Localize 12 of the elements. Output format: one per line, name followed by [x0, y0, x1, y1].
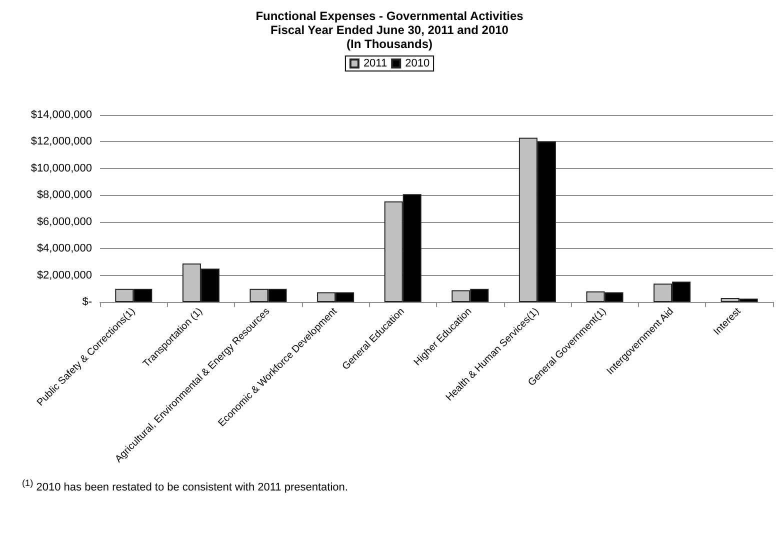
chart-title: Functional Expenses - Governmental Activities Fiscal Year Ended June 30, 2011 and 2010 (In Thousands) — [256, 9, 524, 51]
y-tick-label: $4,000,000 — [36, 242, 92, 255]
legend-label: 2011 — [363, 58, 388, 70]
y-tick-label: $12,000,000 — [30, 136, 92, 148]
y-tick-label: $8,000,000 — [36, 189, 92, 202]
y-tick-label: $- — [82, 296, 92, 308]
y-tick-label: $2,000,000 — [36, 269, 92, 282]
y-tick-label: $14,000,000 — [30, 109, 92, 121]
y-tick-label: $10,000,000 — [30, 162, 92, 174]
y-tick-label: $6,000,000 — [36, 216, 92, 228]
text: $^{(1)}$ 2010 has been restated to be consistent with 2011 presentation. — [22, 478, 348, 494]
legend-label: 2010 — [405, 58, 430, 70]
